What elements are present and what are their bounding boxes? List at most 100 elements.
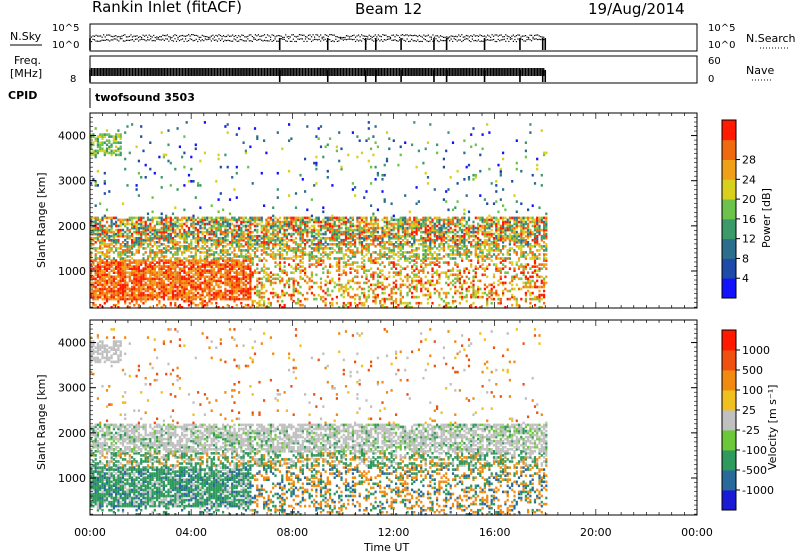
scatter-cell (375, 288, 377, 291)
scatter-cell (229, 296, 231, 299)
scatter-cell (129, 288, 131, 291)
scatter-cell (400, 235, 402, 238)
scatter-cell (295, 241, 297, 244)
scatter-cell (331, 223, 333, 226)
scatter-cell (281, 221, 283, 224)
scatter-cell (167, 296, 169, 299)
scatter-cell (277, 278, 279, 281)
scatter-cell (325, 231, 327, 234)
scatter-cell (113, 223, 115, 226)
scatter-cell (361, 237, 363, 240)
scatter-cell (402, 251, 404, 254)
scatter-cell (327, 253, 329, 256)
scatter-cell (354, 261, 356, 264)
scatter-cell (145, 282, 147, 285)
scatter-cell (154, 294, 156, 297)
scatter-cell (281, 269, 283, 272)
scatter-cell (136, 188, 138, 191)
scatter-cell (320, 225, 322, 228)
scatter-cell (204, 251, 206, 254)
scatter-cell (361, 261, 363, 264)
scatter-cell (400, 154, 402, 157)
scatter-cell (174, 239, 176, 242)
scatter-cell (140, 135, 142, 138)
scatter-cell (183, 135, 185, 138)
scatter-cell (106, 280, 108, 283)
scatter-cell (384, 198, 386, 201)
scatter-cell (395, 245, 397, 248)
scatter-cell (179, 223, 181, 226)
scatter-cell (211, 288, 213, 291)
scatter-cell (334, 229, 336, 232)
scatter-cell (320, 125, 322, 128)
scatter-cell (340, 231, 342, 234)
scatter-cell (288, 257, 290, 260)
scatter-cell (258, 271, 260, 274)
scatter-cell (384, 164, 386, 167)
scatter-cell (211, 249, 213, 252)
scatter-cell (356, 217, 358, 220)
scatter-cell (238, 225, 240, 228)
scatter-cell (188, 180, 190, 183)
scatter-cell (167, 233, 169, 236)
scatter-cell (322, 247, 324, 250)
scatter-cell (195, 245, 197, 248)
scatter-cell (265, 271, 267, 274)
scatter-cell (101, 225, 103, 228)
scatter-cell (384, 241, 386, 244)
scatter-cell (311, 219, 313, 222)
scatter-cell (142, 302, 144, 305)
scatter-cell (236, 229, 238, 232)
scatter-cell (397, 288, 399, 291)
scatter-cell (261, 253, 263, 256)
scatter-cell (101, 265, 103, 268)
scatter-cell (204, 152, 206, 155)
scatter-cell (231, 276, 233, 279)
scatter-cell (117, 219, 119, 222)
scatter-cell (165, 154, 167, 157)
scatter-cell (381, 219, 383, 222)
scatter-cell (395, 219, 397, 222)
scatter-cell (272, 296, 274, 299)
scatter-cell (220, 249, 222, 252)
scatter-cell (211, 217, 213, 220)
scatter-cell (313, 263, 315, 266)
scatter-cell (338, 160, 340, 163)
scatter-cell (320, 253, 322, 256)
scatter-cell (375, 271, 377, 274)
scatter-cell (354, 225, 356, 228)
scatter-cell (163, 247, 165, 250)
scatter-cell (329, 223, 331, 226)
scatter-cell (359, 302, 361, 305)
scatter-cell (92, 290, 94, 293)
scatter-cell (379, 300, 381, 303)
scatter-cell (379, 249, 381, 252)
scatter-cell (101, 284, 103, 287)
scatter-cell (145, 221, 147, 224)
scatter-cell (97, 135, 99, 138)
scatter-cell (356, 225, 358, 228)
scatter-cell (363, 217, 365, 220)
scatter-cell (263, 263, 265, 266)
scatter-cell (99, 288, 101, 291)
scatter-cell (284, 217, 286, 220)
scatter-cell (199, 282, 201, 285)
scatter-cell (290, 278, 292, 281)
scatter-cell (261, 241, 263, 244)
scatter-cell (329, 302, 331, 305)
scatter-cell (315, 162, 317, 165)
scatter-cell (377, 235, 379, 238)
scatter-cell (377, 280, 379, 283)
scatter-cell (343, 302, 345, 305)
scatter-cell (190, 217, 192, 220)
scatter-cell (117, 148, 119, 151)
scatter-cell (192, 247, 194, 250)
scatter-cell (397, 243, 399, 246)
scatter-cell (229, 253, 231, 256)
scatter-cell (131, 265, 133, 268)
scatter-cell (290, 294, 292, 297)
scatter-cell (231, 251, 233, 254)
scatter-cell (368, 257, 370, 260)
scatter-cell (158, 229, 160, 232)
scatter-cell (263, 204, 265, 207)
